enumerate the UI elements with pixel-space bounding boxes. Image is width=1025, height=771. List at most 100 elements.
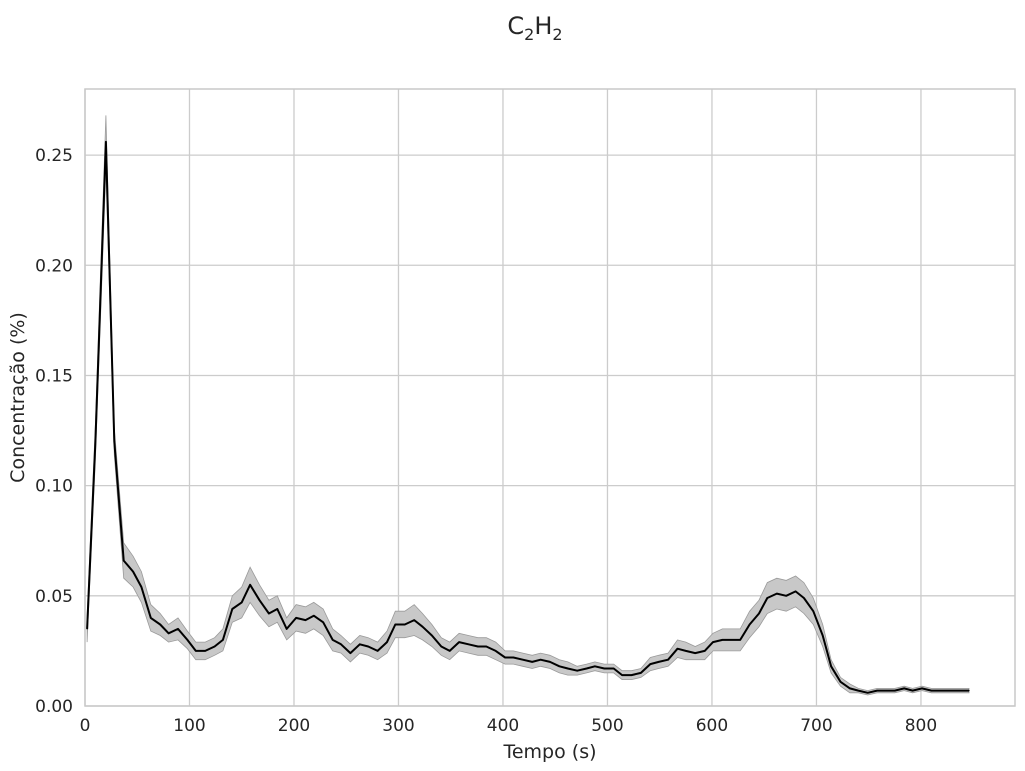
data-point-6 — [140, 586, 142, 588]
y-tick-label-0: 0.00 — [35, 697, 73, 717]
data-point-39 — [440, 645, 442, 648]
series-group — [86, 140, 970, 694]
data-point-80 — [812, 610, 814, 612]
data-point-52 — [558, 665, 561, 667]
x-axis-label: Tempo (s) — [502, 741, 596, 763]
data-point-63 — [658, 661, 660, 663]
data-point-21 — [276, 608, 278, 610]
x-tick-label-0: 0 — [80, 716, 91, 736]
data-point-71 — [731, 639, 733, 641]
data-point-9 — [168, 632, 170, 634]
data-point-16 — [231, 608, 233, 610]
y-tick-label-5: 0.25 — [35, 146, 73, 166]
data-point-85 — [857, 690, 859, 692]
data-point-19 — [258, 599, 261, 601]
data-point-22 — [286, 628, 288, 630]
data-point-0 — [86, 628, 88, 630]
data-point-14 — [214, 645, 216, 648]
data-point-70 — [721, 639, 724, 641]
data-point-77 — [785, 595, 787, 597]
data-point-57 — [603, 667, 605, 670]
title-sub-2: 2 — [552, 25, 562, 44]
data-point-3 — [113, 441, 115, 443]
grid-lines — [84, 89, 1015, 707]
data-point-51 — [549, 661, 551, 663]
data-point-83 — [839, 681, 842, 683]
data-point-75 — [766, 597, 768, 599]
data-point-97 — [968, 690, 970, 692]
data-point-93 — [930, 690, 933, 692]
y-axis-label: Concentração (%) — [7, 312, 29, 483]
data-point-42 — [467, 643, 470, 645]
x-tick-labels: 0 100 200 300 400 500 600 700 800 — [80, 716, 938, 736]
data-point-41 — [458, 641, 460, 643]
data-point-91 — [912, 690, 914, 692]
y-tick-label-3: 0.15 — [35, 366, 73, 386]
data-point-20 — [268, 612, 270, 615]
y-tick-label-2: 0.10 — [35, 477, 73, 497]
x-tick-label-4: 400 — [487, 716, 519, 736]
x-tick-label-8: 800 — [905, 716, 937, 736]
data-point-37 — [421, 626, 424, 628]
data-point-48 — [522, 659, 524, 661]
title-sub-1: 2 — [524, 25, 534, 44]
data-point-32 — [377, 650, 379, 652]
data-point-34 — [394, 623, 396, 626]
y-tick-label-1: 0.05 — [35, 587, 73, 607]
data-point-90 — [903, 687, 905, 690]
data-point-23 — [295, 617, 297, 619]
x-tick-label-1: 100 — [173, 716, 205, 736]
data-point-55 — [586, 667, 588, 670]
data-point-74 — [758, 612, 760, 615]
data-point-56 — [594, 665, 596, 667]
data-point-78 — [795, 590, 797, 593]
data-point-7 — [150, 617, 152, 619]
data-point-92 — [921, 687, 923, 690]
x-tick-label-3: 300 — [382, 716, 414, 736]
data-point-26 — [322, 621, 324, 623]
data-point-5 — [132, 571, 134, 573]
x-tick-label-6: 600 — [696, 716, 728, 736]
data-point-25 — [313, 615, 315, 617]
data-point-72 — [739, 639, 741, 641]
data-point-60 — [630, 674, 633, 676]
x-tick-label-2: 200 — [278, 716, 310, 736]
y-tick-label-4: 0.20 — [35, 256, 73, 276]
data-point-88 — [884, 690, 887, 692]
data-point-43 — [477, 645, 479, 648]
series-line — [86, 140, 969, 694]
data-point-31 — [367, 645, 369, 648]
data-point-38 — [431, 634, 433, 637]
confidence-band — [86, 115, 970, 696]
chart-title: C2H2 — [507, 12, 562, 44]
data-point-87 — [876, 690, 878, 692]
data-point-45 — [495, 650, 497, 652]
data-point-79 — [803, 597, 805, 599]
title-c: C — [507, 12, 524, 40]
data-point-54 — [576, 670, 578, 672]
data-point-66 — [685, 650, 687, 652]
data-point-46 — [504, 656, 506, 659]
data-point-58 — [613, 667, 615, 670]
data-point-76 — [776, 593, 778, 595]
title-h: H — [534, 12, 552, 40]
data-point-4 — [123, 560, 125, 562]
data-point-13 — [204, 650, 206, 652]
data-point-62 — [649, 663, 651, 665]
data-point-36 — [413, 619, 415, 621]
data-point-82 — [830, 665, 832, 667]
data-point-65 — [676, 648, 679, 650]
data-point-50 — [540, 659, 542, 661]
data-point-15 — [222, 639, 224, 641]
data-point-84 — [849, 687, 851, 690]
data-point-10 — [177, 628, 179, 630]
data-point-53 — [567, 667, 569, 670]
data-point-35 — [404, 623, 406, 626]
plot-frame — [84, 88, 1016, 707]
data-point-2 — [105, 141, 107, 143]
data-point-73 — [749, 623, 751, 626]
data-point-95 — [948, 690, 950, 692]
svg-text:C2H2: C2H2 — [507, 12, 562, 44]
data-point-8 — [159, 623, 161, 626]
data-point-18 — [249, 584, 251, 586]
